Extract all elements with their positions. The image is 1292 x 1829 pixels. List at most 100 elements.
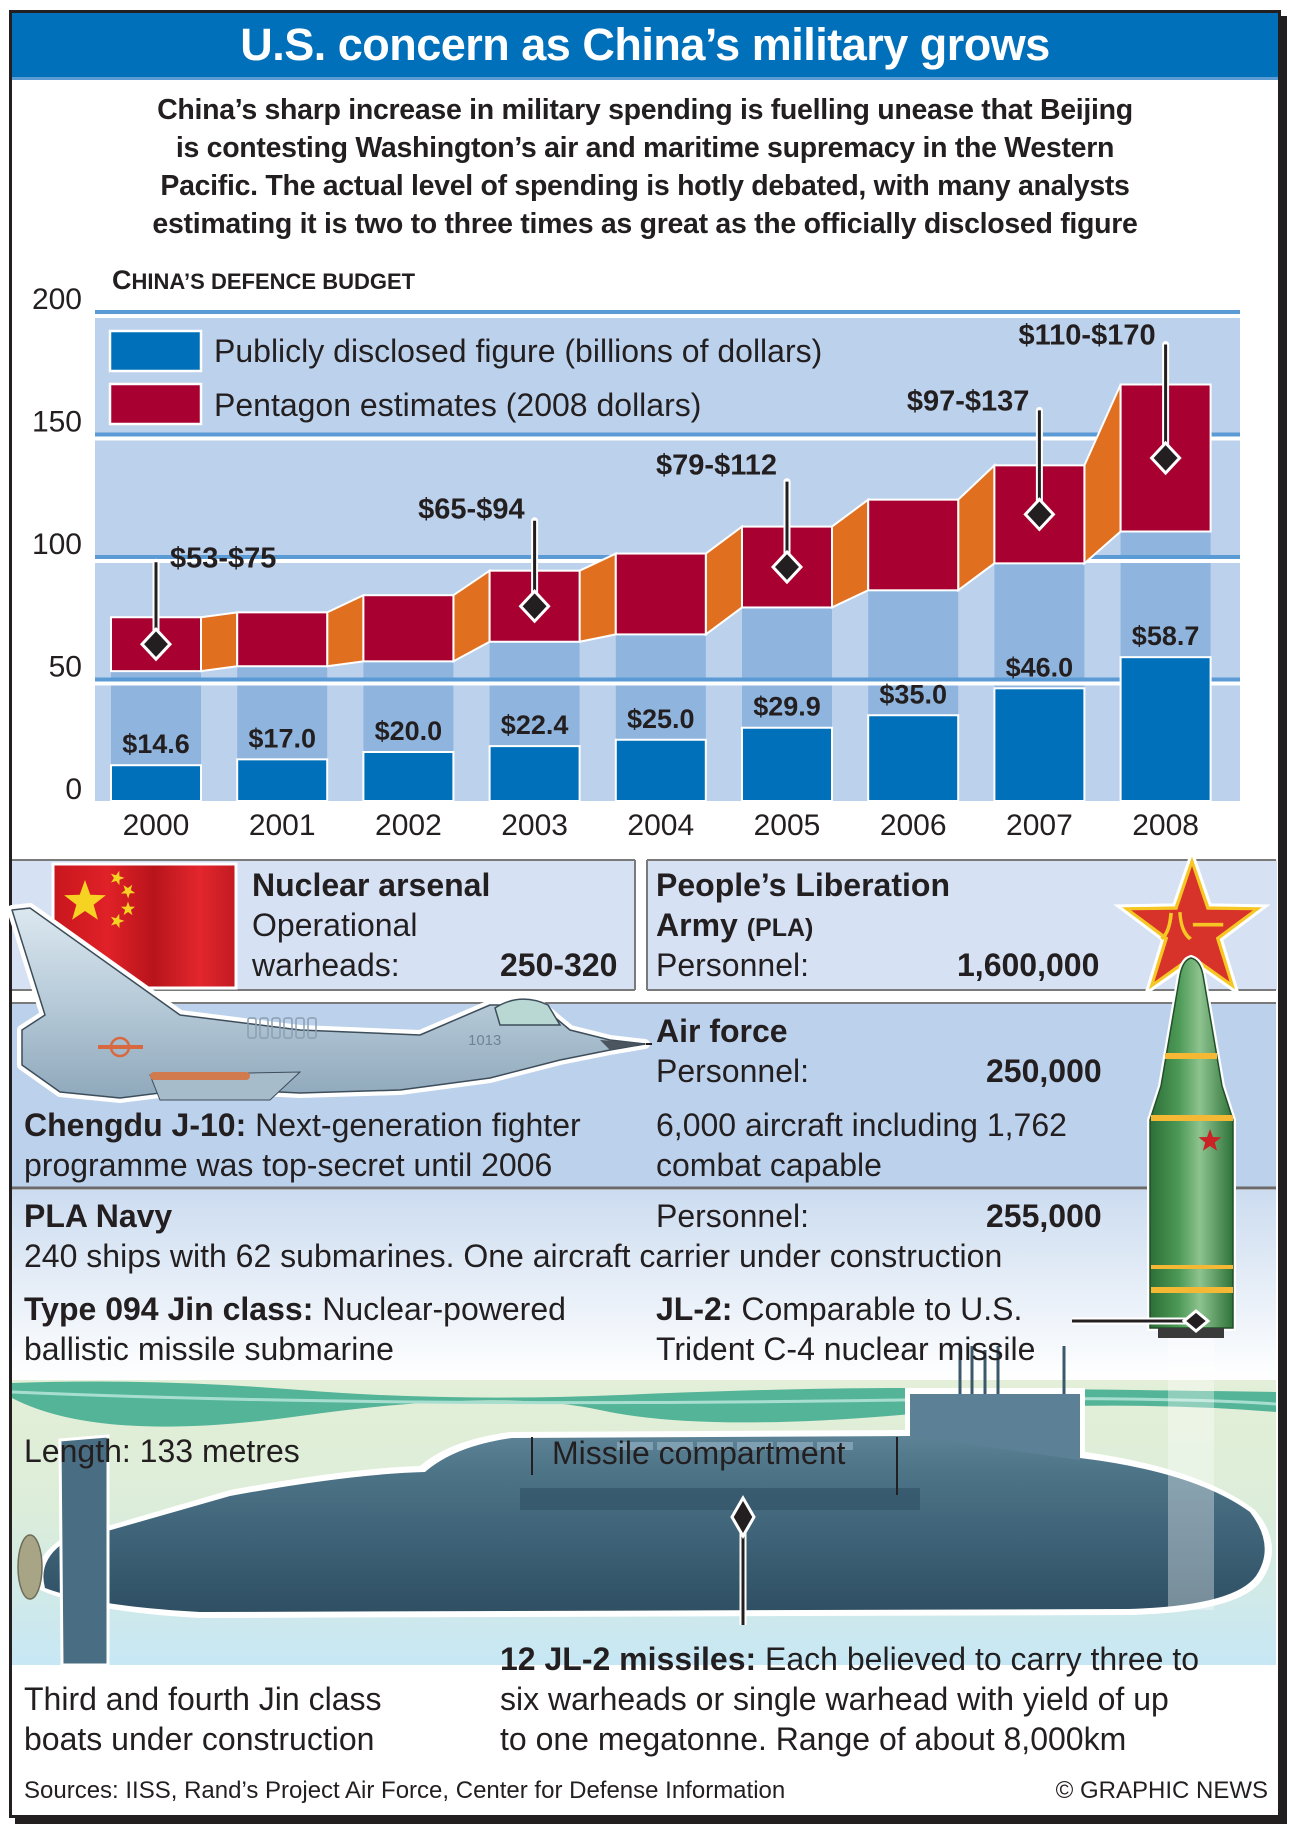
jin-bold: Type 094 Jin class: <box>24 1291 314 1327</box>
jl2-pointer <box>1072 1309 1211 1333</box>
sub-length: Length: 133 metres <box>24 1433 300 1469</box>
disclosed-bar <box>1119 656 1212 802</box>
pentagon-range-label: $97-$137 <box>907 385 1030 417</box>
disclosed-bar <box>614 738 707 802</box>
missile-under-wing <box>150 1072 250 1080</box>
disclosed-value-label: $25.0 <box>627 704 695 734</box>
airforce-line1: 6,000 aircraft including 1,762 <box>656 1107 1067 1143</box>
jl2-missile-icon <box>1147 954 1236 1610</box>
airforce-personnel-label: Personnel: <box>656 1053 809 1089</box>
emblem-characters: 八一 <box>1160 907 1224 945</box>
jl2-desc: Comparable to U.S. <box>732 1291 1023 1327</box>
jl2-line2: Trident C-4 nuclear missile <box>656 1331 1036 1367</box>
jin-class-submarine-icon <box>17 1346 1272 1667</box>
y-tick-label: 150 <box>32 406 82 439</box>
pentagon-range-bar <box>867 498 960 592</box>
jl2-bold: JL-2: <box>656 1291 733 1327</box>
footer-sources: Sources: IISS, Rand’s Project Air Force,… <box>24 1777 786 1804</box>
sub-compartment-label: Missile compartment <box>552 1435 846 1471</box>
j10-line1: Chengdu J-10: Next-generation fighter <box>24 1106 581 1144</box>
disclosed-value-label: $46.0 <box>1006 652 1074 682</box>
range-pointer-diamond <box>1023 497 1056 532</box>
disclosed-value-label: $35.0 <box>879 679 947 709</box>
footer-credit: © GRAPHIC NEWS <box>1055 1777 1268 1804</box>
jet-tail-number: 1013 <box>468 1032 501 1049</box>
gridline-highlight-over <box>95 314 1240 318</box>
y-tick-label: 0 <box>65 773 82 806</box>
j10-line2: programme was top-secret until 2006 <box>24 1147 553 1183</box>
airforce-personnel-value: 250,000 <box>986 1053 1102 1089</box>
disclosed-bar <box>488 745 581 802</box>
disclosed-bar <box>741 726 833 802</box>
nuclear-title: Nuclear arsenal <box>252 867 491 903</box>
disclosed-bar <box>236 758 329 802</box>
sub-missiles-desc: Each believed to carry three to <box>756 1641 1200 1677</box>
range-pointers <box>139 341 1182 662</box>
disclosed-value-label: $20.0 <box>375 716 443 746</box>
intro-text: China’s sharp increase in military spend… <box>20 91 1270 243</box>
legend-swatch-pentagon <box>108 382 203 426</box>
nuclear-warheads-value: 250-320 <box>500 947 618 983</box>
intro-line: Pacific. The actual level of spending is… <box>160 170 1130 202</box>
y-axis-ticks: 0 50 100 150 200 <box>32 283 82 806</box>
disclosed-bar <box>993 687 1086 802</box>
rudder <box>58 1434 110 1667</box>
army-personnel-label: Personnel: <box>656 947 809 983</box>
nuclear-warheads-label: warheads: <box>252 947 400 983</box>
gridline-over <box>95 432 1240 437</box>
header-band: U.S. concern as China’s military grows <box>12 13 1278 80</box>
sub-missiles-line1: 12 JL-2 missiles: Each believed to carry… <box>500 1640 1199 1678</box>
intro-line: is contesting Washington’s air and marit… <box>175 132 1115 164</box>
disclosed-value-label: $58.7 <box>1132 621 1200 651</box>
airforce-line2: combat capable <box>656 1147 882 1183</box>
defence-budget-chart: $14.6 $17.0 $20.0 $22.4 $25.0 $29.9 $35.0 $46.0… <box>32 265 1240 842</box>
x-tick-label: 2003 <box>501 809 568 842</box>
y-tick-label: 100 <box>32 528 82 561</box>
army-title-line1: People’s Liberation <box>656 867 950 903</box>
disclosed-value-label: $14.6 <box>122 729 190 759</box>
pentagon-range-bar <box>236 611 329 668</box>
bar-value-labels: $14.6 $17.0 $20.0 $22.4 $25.0 $29.9 $35.0 $46.0… <box>122 320 1199 760</box>
disclosed-value-label: $29.9 <box>753 692 821 722</box>
range-pointer-diamond <box>1149 440 1182 476</box>
sub-missiles-line3: to one megatonne. Range of about 8,000km <box>500 1721 1127 1757</box>
legend-label-pentagon: Pentagon estimates (2008 dollars) <box>214 387 701 423</box>
navy-title: PLA Navy <box>24 1198 173 1234</box>
sub-missiles-line2: six warheads or single warhead with yiel… <box>500 1681 1169 1717</box>
disclosed-value-label: $17.0 <box>248 723 316 753</box>
gridline-over <box>95 310 1240 314</box>
gridline-highlight-over <box>95 436 1240 441</box>
chart-title-cap: C <box>112 265 132 295</box>
gridline-highlight-over <box>95 681 1240 686</box>
intro-line: estimating it is two to three times as g… <box>152 208 1138 240</box>
army-title-line2: Army (PLA) <box>656 906 813 947</box>
disclosed-value-label: $22.4 <box>501 710 569 740</box>
navy-personnel-value: 255,000 <box>986 1198 1102 1234</box>
pentagon-range-label: $79-$112 <box>656 450 777 482</box>
y-tick-label: 200 <box>32 283 82 316</box>
army-title-word: Army <box>656 907 738 943</box>
nuclear-line1: Operational <box>252 907 418 943</box>
footer-area <box>12 1665 1276 1812</box>
propeller <box>17 1534 43 1600</box>
x-tick-label: 2006 <box>880 809 947 842</box>
x-tick-label: 2005 <box>754 809 821 842</box>
pentagon-range-label: $53-$75 <box>170 542 276 574</box>
airforce-title: Air force <box>656 1013 788 1049</box>
pentagon-range-bar <box>362 594 455 663</box>
intro-line: China’s sharp increase in military spend… <box>157 94 1133 126</box>
legend-swatch-disclosed <box>108 329 203 373</box>
missiles-pointer <box>730 1495 756 1625</box>
range-pointer-diamond <box>518 589 551 624</box>
pentagon-range-bars <box>110 383 1212 673</box>
range-pointer-diamond <box>770 549 804 585</box>
disclosed-bars <box>110 656 1212 802</box>
sub-construction-line2: boats under construction <box>24 1721 375 1757</box>
legend-label-disclosed: Publicly disclosed figure (billions of d… <box>214 333 822 369</box>
jl2-line1: JL-2: Comparable to U.S. <box>656 1290 1022 1328</box>
disclosed-bar <box>362 751 455 802</box>
j10-desc: Next-generation fighter <box>246 1107 581 1143</box>
x-tick-label: 2001 <box>249 809 316 842</box>
x-tick-label: 2007 <box>1006 809 1073 842</box>
